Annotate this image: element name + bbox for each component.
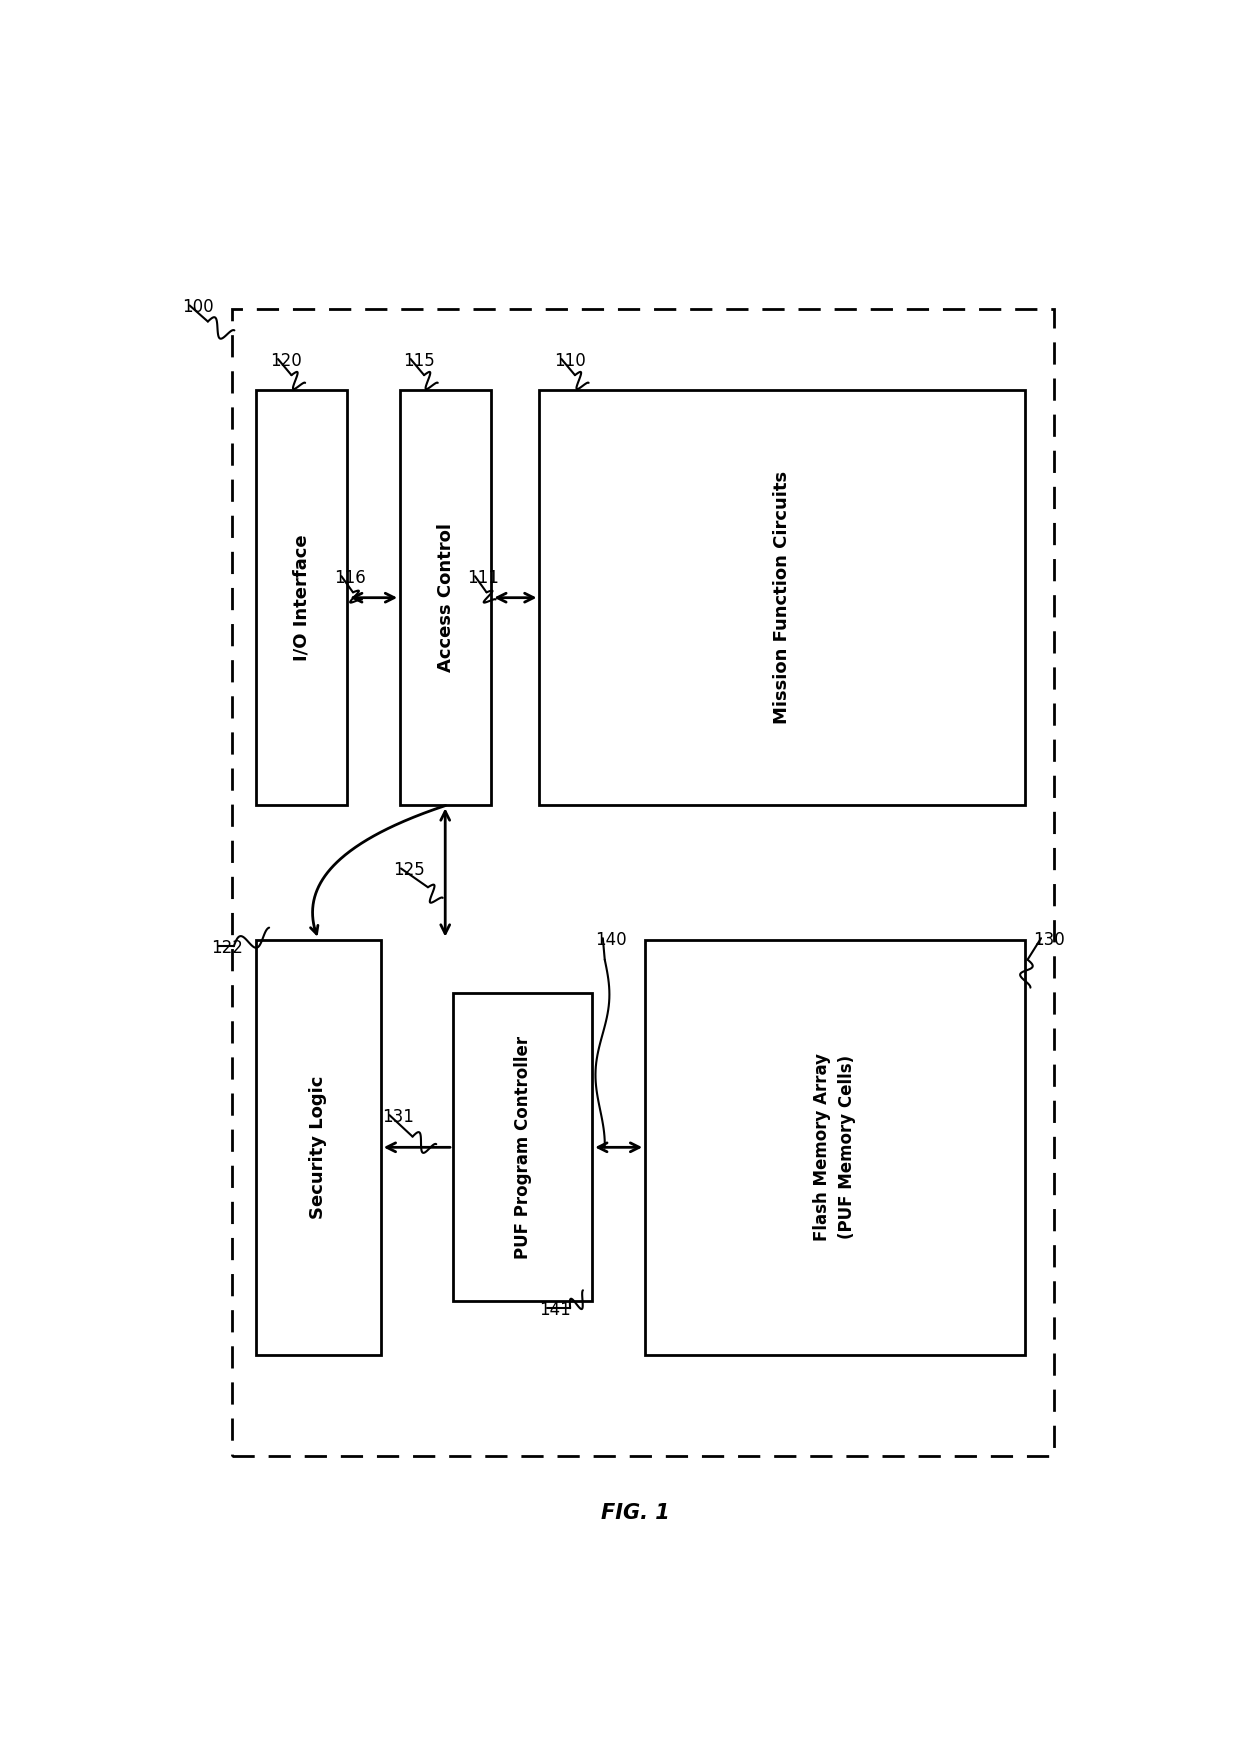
Text: Mission Function Circuits: Mission Function Circuits (773, 472, 791, 724)
Text: 116: 116 (334, 569, 366, 587)
Text: 100: 100 (182, 298, 213, 317)
Text: 110: 110 (554, 352, 585, 369)
Text: 131: 131 (382, 1107, 414, 1126)
Text: Flash Memory Array
(PUF Memory Cells): Flash Memory Array (PUF Memory Cells) (813, 1053, 857, 1241)
Bar (401, 390, 491, 806)
Text: 141: 141 (539, 1301, 572, 1320)
Bar (539, 390, 1024, 806)
Text: 130: 130 (1033, 931, 1065, 949)
Text: PUF Program Controller: PUF Program Controller (513, 1036, 532, 1259)
Text: 140: 140 (595, 931, 626, 949)
Text: 111: 111 (467, 569, 500, 587)
Bar (453, 992, 593, 1302)
Text: FIG. 1: FIG. 1 (601, 1502, 670, 1523)
Bar (232, 310, 1054, 1455)
Text: 122: 122 (211, 938, 243, 958)
Bar (255, 390, 347, 806)
Bar (255, 940, 381, 1354)
Text: I/O Interface: I/O Interface (293, 534, 310, 662)
Text: 115: 115 (403, 352, 435, 369)
Text: Access Control: Access Control (436, 524, 455, 672)
Text: 125: 125 (393, 862, 425, 879)
Text: 120: 120 (270, 352, 303, 369)
Bar (645, 940, 1024, 1354)
Text: Security Logic: Security Logic (309, 1076, 327, 1219)
